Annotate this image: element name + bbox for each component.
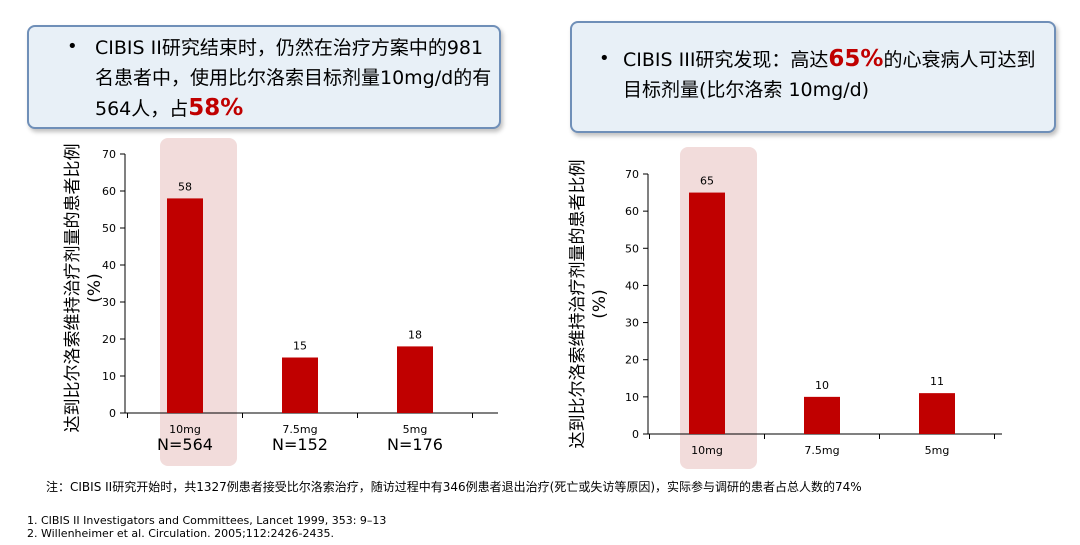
callout-text: CIBIS III研究发现：高达65%的心衰病人可达到目标剂量(比尔洛索 10m… xyxy=(623,44,1051,105)
chart1-ytick-label: 50 xyxy=(102,222,116,235)
chart2-bar-5mg xyxy=(919,393,955,434)
chart1-n-label: N=564 xyxy=(157,435,213,454)
callout-text: CIBIS II研究结束时，仍然在治疗方案中的981名患者中，使用比尔洛索目标剂… xyxy=(95,33,497,124)
chart2-ytick-label: 30 xyxy=(625,317,639,330)
callout-text-tail: 的心衰病人可达到目标剂量(比尔洛索 10mg/d) xyxy=(623,49,1036,101)
callout-cibis-ii: • CIBIS II研究结束时，仍然在治疗方案中的981名患者中，使用比尔洛索目… xyxy=(27,25,501,129)
chart2-ytick-label: 60 xyxy=(625,205,639,218)
chart1-category-label: 7.5mg xyxy=(282,423,317,436)
chart1-n-label: N=152 xyxy=(272,435,328,454)
chart2-category-label: 7.5mg xyxy=(804,444,839,457)
chart1-bar-7.5mg xyxy=(282,357,318,413)
chart2-ytick-label: 70 xyxy=(625,168,639,181)
chart2-ytick-label: 40 xyxy=(625,279,639,292)
chart2-category-label: 5mg xyxy=(925,444,950,457)
chart1-category-label: 5mg xyxy=(403,423,428,436)
chart1-ytick-label: 20 xyxy=(102,333,116,346)
callout-cibis-iii: • CIBIS III研究发现：高达65%的心衰病人可达到目标剂量(比尔洛索 1… xyxy=(570,21,1056,133)
bullet: • xyxy=(67,36,78,57)
chart2-data-label: 11 xyxy=(930,375,944,388)
chart1-data-label: 15 xyxy=(293,340,307,353)
highlight-percent: 58% xyxy=(188,95,244,121)
chart2-bar-10mg xyxy=(689,192,725,434)
callout-text-body: CIBIS II研究结束时，仍然在治疗方案中的981名患者中，使用比尔洛索目标剂… xyxy=(95,37,492,120)
footnote: 注：CIBIS II研究开始时，共1327例患者接受比尔洛索治疗，随访过程中有3… xyxy=(46,480,862,494)
chart1-data-label: 58 xyxy=(178,180,192,193)
chart1-ytick-label: 70 xyxy=(102,148,116,161)
chart2-ytick-label: 50 xyxy=(625,242,639,255)
chart2-ytick-label: 20 xyxy=(625,354,639,367)
chart2-data-label: 65 xyxy=(700,175,714,188)
highlight-percent: 65% xyxy=(828,46,884,72)
chart2-category-label: 10mg xyxy=(691,444,723,457)
chart2-data-label: 10 xyxy=(815,379,829,392)
chart1-ytick-label: 10 xyxy=(102,370,116,383)
chart1-bar-10mg xyxy=(167,198,203,413)
chart2-bar-7.5mg xyxy=(804,396,840,434)
chart1-ytick-label: 0 xyxy=(109,407,116,420)
callout-text-lead: CIBIS III研究发现：高达 xyxy=(623,49,829,71)
chart1-ytick-label: 60 xyxy=(102,185,116,198)
reference-1: 1. CIBIS II Investigators and Committees… xyxy=(27,514,387,527)
bullet: • xyxy=(599,48,610,69)
reference-2: 2. Willenheimer et al. Circulation. 2005… xyxy=(27,527,334,540)
chart1-n-label: N=176 xyxy=(387,435,443,454)
chart1-category-label: 10mg xyxy=(169,423,201,436)
chart1-bar-5mg xyxy=(397,346,433,413)
chart1-ytick-label: 40 xyxy=(102,259,116,272)
chart2-ytick-label: 10 xyxy=(625,391,639,404)
chart2-ytick-label: 0 xyxy=(632,428,639,441)
chart1-ytick-label: 30 xyxy=(102,296,116,309)
chart1-data-label: 18 xyxy=(408,328,422,341)
